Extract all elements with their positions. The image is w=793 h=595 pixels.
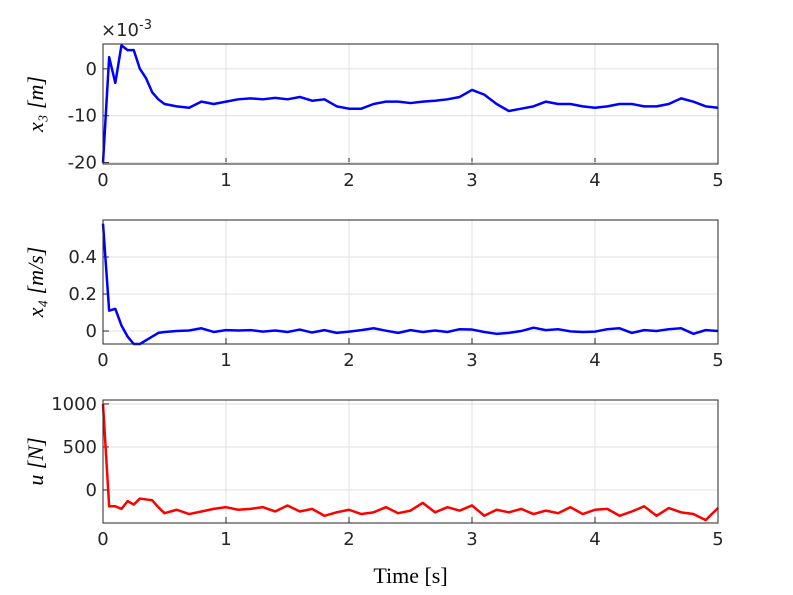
axes-box (102, 399, 719, 524)
x-tick-label: 4 (589, 529, 600, 550)
y-tick-label: 0 (86, 59, 97, 80)
y-multiplier-exponent: -3 (139, 18, 152, 33)
y-tick-label: 500 (63, 437, 97, 458)
x-tick-label: 3 (466, 350, 477, 371)
x-tick-label: 5 (712, 350, 723, 371)
y-axis-label: x₃ [m] (23, 76, 48, 133)
x-tick-label: 1 (220, 170, 231, 191)
x-tick-label: 3 (466, 529, 477, 550)
y-tick-label: 0 (86, 321, 97, 342)
x-tick-label: 0 (97, 529, 108, 550)
x-tick-label: 4 (589, 350, 600, 371)
axes-box (102, 219, 719, 345)
y-tick-label: -10 (68, 106, 97, 127)
y-tick-label: 1000 (51, 394, 97, 415)
y-tick-label: -20 (68, 153, 97, 174)
x-tick-label: 4 (589, 170, 600, 191)
y-axis-label: u [N] (23, 437, 48, 485)
x-tick-label: 0 (97, 350, 108, 371)
x-tick-label: 5 (712, 529, 723, 550)
y-tick-label: 0 (86, 480, 97, 501)
y-multiplier-base: ×10 (101, 20, 139, 41)
axes-background (103, 400, 718, 523)
y-tick-label: 0.4 (68, 247, 97, 268)
x-tick-label: 0 (97, 170, 108, 191)
x-tick-label: 5 (712, 170, 723, 191)
x-tick-label: 2 (343, 529, 354, 550)
x-tick-label: 1 (220, 529, 231, 550)
x-tick-label: 1 (220, 350, 231, 371)
data-line (101, 223, 719, 346)
y-tick-label: 0.2 (68, 284, 97, 305)
y-multiplier: ×10-3 (101, 18, 152, 41)
x-axis-label: Time [s] (373, 563, 447, 588)
data-line (101, 403, 719, 522)
x-tick-label: 3 (466, 170, 477, 191)
axes-background (103, 220, 718, 344)
y-axis-label: x₄ [m/s] (23, 247, 48, 319)
axes-box (102, 43, 719, 165)
x-tick-label: 2 (343, 350, 354, 371)
data-line (101, 44, 719, 163)
x-tick-label: 2 (343, 170, 354, 191)
